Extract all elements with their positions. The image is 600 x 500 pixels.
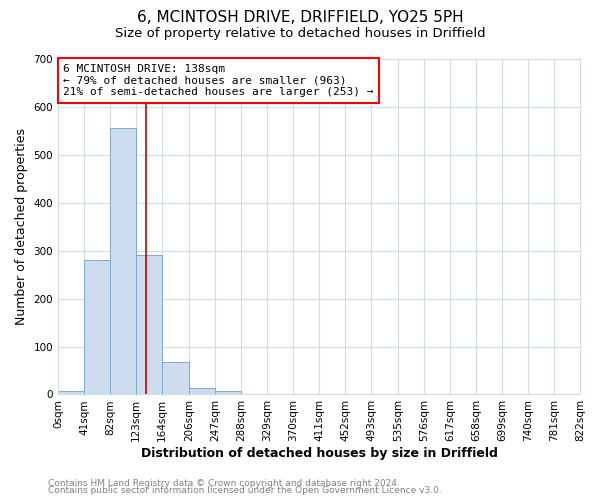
Bar [189, 388, 215, 394]
Bar [136, 256, 162, 394]
Bar [110, 128, 136, 394]
Text: Size of property relative to detached houses in Driffield: Size of property relative to detached ho… [115, 28, 485, 40]
Text: 6 MCINTOSH DRIVE: 138sqm
← 79% of detached houses are smaller (963)
21% of semi-: 6 MCINTOSH DRIVE: 138sqm ← 79% of detach… [63, 64, 374, 97]
X-axis label: Distribution of detached houses by size in Driffield: Distribution of detached houses by size … [140, 447, 497, 460]
Text: Contains HM Land Registry data © Crown copyright and database right 2024.: Contains HM Land Registry data © Crown c… [48, 478, 400, 488]
Bar [162, 362, 189, 394]
Text: Contains public sector information licensed under the Open Government Licence v3: Contains public sector information licen… [48, 486, 442, 495]
Bar [215, 391, 241, 394]
Bar [58, 390, 84, 394]
Y-axis label: Number of detached properties: Number of detached properties [15, 128, 28, 325]
Bar [84, 260, 110, 394]
Text: 6, MCINTOSH DRIVE, DRIFFIELD, YO25 5PH: 6, MCINTOSH DRIVE, DRIFFIELD, YO25 5PH [137, 10, 463, 25]
